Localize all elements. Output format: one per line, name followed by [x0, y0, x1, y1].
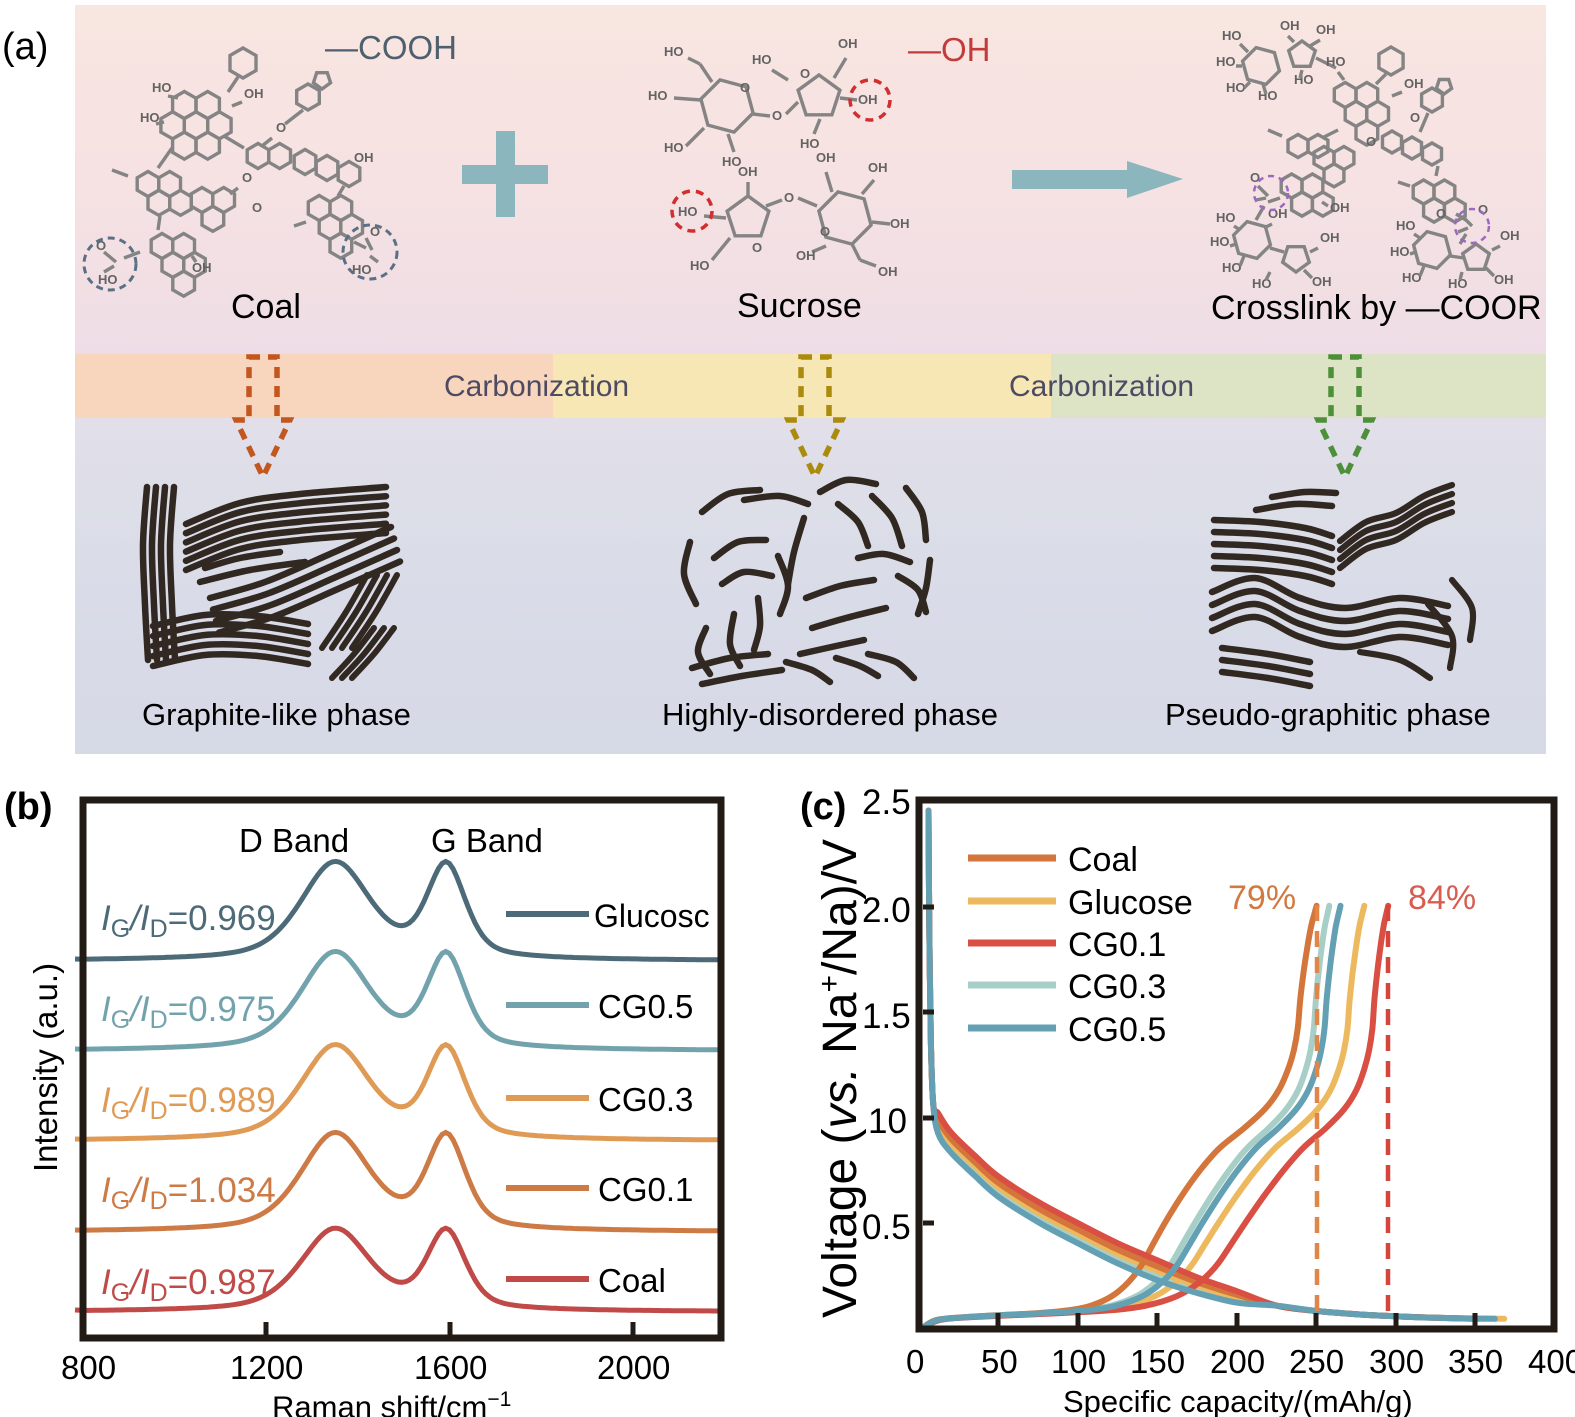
svg-text:HO: HO	[800, 136, 820, 151]
svg-text:HO: HO	[140, 110, 160, 125]
svg-text:OH: OH	[1316, 22, 1336, 37]
svg-text:O: O	[784, 190, 794, 205]
svg-text:O: O	[800, 66, 810, 81]
svg-text:OH: OH	[1312, 274, 1332, 289]
svg-text:OH: OH	[838, 36, 858, 51]
svg-text:O: O	[276, 120, 286, 135]
svg-text:OH: OH	[738, 164, 758, 179]
svg-text:HO: HO	[690, 258, 710, 273]
svg-text:HO: HO	[1326, 54, 1346, 69]
svg-text:OH: OH	[244, 86, 264, 101]
svg-text:HO: HO	[1226, 80, 1246, 95]
svg-text:HO: HO	[1294, 72, 1314, 87]
svg-text:O: O	[1410, 110, 1420, 125]
svg-text:HO: HO	[1396, 218, 1416, 233]
svg-text:OH: OH	[1330, 200, 1350, 215]
svg-text:OH: OH	[1280, 18, 1300, 33]
svg-text:HO: HO	[1222, 260, 1242, 275]
svg-text:OH: OH	[354, 150, 374, 165]
svg-text:HO: HO	[648, 88, 668, 103]
svg-text:O: O	[820, 224, 830, 239]
svg-text:O: O	[96, 238, 106, 253]
svg-text:OH: OH	[796, 248, 816, 263]
svg-text:HO: HO	[1258, 88, 1278, 103]
svg-text:OH: OH	[1320, 230, 1340, 245]
svg-text:O: O	[1250, 170, 1260, 185]
svg-text:OH: OH	[878, 264, 898, 279]
svg-text:HO: HO	[722, 154, 742, 169]
svg-text:HO: HO	[98, 272, 118, 287]
svg-text:O: O	[752, 240, 762, 255]
svg-text:HO: HO	[1448, 276, 1468, 291]
svg-text:O: O	[772, 108, 782, 123]
svg-text:HO: HO	[1222, 28, 1242, 43]
svg-text:O: O	[740, 80, 750, 95]
svg-text:HO: HO	[752, 52, 772, 67]
svg-text:OH: OH	[890, 216, 910, 231]
svg-text:HO: HO	[1210, 234, 1230, 249]
svg-text:OH: OH	[1494, 272, 1514, 287]
svg-text:O: O	[1436, 206, 1446, 221]
svg-text:HO: HO	[1216, 210, 1236, 225]
svg-text:HO: HO	[664, 140, 684, 155]
svg-text:OH: OH	[1500, 228, 1520, 243]
svg-text:OH: OH	[192, 260, 212, 275]
svg-text:O: O	[1478, 202, 1488, 217]
svg-text:OH: OH	[1268, 206, 1288, 221]
svg-text:O: O	[242, 170, 252, 185]
svg-text:HO: HO	[1216, 54, 1236, 69]
svg-text:HO: HO	[352, 262, 372, 277]
svg-text:OH: OH	[1404, 76, 1424, 91]
svg-text:OH: OH	[868, 160, 888, 175]
svg-text:HO: HO	[1390, 244, 1410, 259]
svg-text:OH: OH	[816, 150, 836, 165]
svg-text:O: O	[1366, 134, 1376, 149]
svg-text:HO: HO	[678, 204, 698, 219]
svg-text:O: O	[252, 200, 262, 215]
svg-text:HO: HO	[1402, 270, 1422, 285]
svg-text:OH: OH	[858, 92, 878, 107]
svg-text:HO: HO	[152, 80, 172, 95]
svg-text:HO: HO	[664, 44, 684, 59]
svg-text:O: O	[370, 224, 380, 239]
